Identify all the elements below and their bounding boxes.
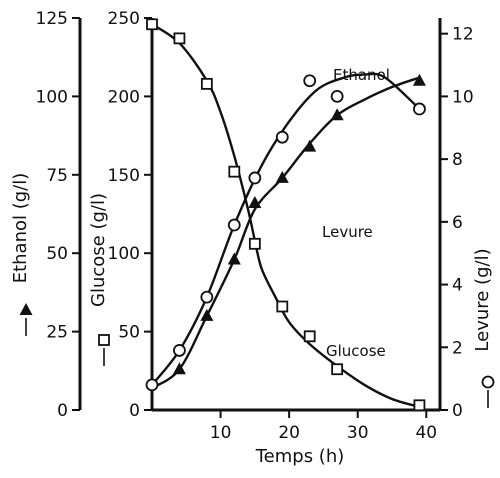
series-markers <box>19 18 495 412</box>
levure-tick-label: 8 <box>452 150 463 170</box>
glucose-tick-label: 150 <box>108 166 140 186</box>
glucose-tick-label: 0 <box>129 401 140 421</box>
glucose-point <box>200 77 213 90</box>
levure-point <box>303 74 317 88</box>
glucose-tick-label: 50 <box>118 323 140 343</box>
levure-tick-label: 12 <box>452 25 474 45</box>
ethanol-axis-title: Ethanol (g/l) <box>10 173 31 284</box>
levure-tick-label: 4 <box>452 276 463 296</box>
glucose-point <box>248 237 261 250</box>
levure-key-marker <box>481 375 495 389</box>
levure-tick-label: 2 <box>452 338 463 358</box>
glucose-point <box>276 300 289 313</box>
glucose-tick-label: 200 <box>108 87 140 107</box>
levure-tick-label: 0 <box>452 401 463 421</box>
glucose-tick-label: 100 <box>108 244 140 264</box>
levure-point <box>200 290 214 304</box>
levure-point <box>173 344 186 357</box>
levure-point <box>330 90 344 103</box>
glucose-point <box>303 330 316 343</box>
ethanol-tick-label: 125 <box>36 9 68 29</box>
ethanol-tick-label: 100 <box>36 87 68 107</box>
ethanol-key-marker <box>19 303 33 315</box>
levure-point <box>275 130 289 144</box>
glucose-series-label: Glucose <box>326 342 386 360</box>
glucose-point <box>228 165 241 178</box>
ethanol-tick-label: 75 <box>46 166 68 186</box>
ethanol-point <box>248 196 262 209</box>
ethanol-tick-label: 50 <box>46 244 68 264</box>
ethanol-point <box>412 73 426 86</box>
x-axis-title: Temps (h) <box>255 446 345 467</box>
levure-curve <box>151 72 421 386</box>
levure-tick-label: 6 <box>452 213 463 233</box>
glucose-axis-title: Glucose (g/l) <box>88 193 109 307</box>
axes <box>25 17 489 418</box>
glucose-point <box>331 363 344 376</box>
levure-point <box>227 218 241 232</box>
glucose-curve <box>151 23 420 409</box>
ethanol-tick-label: 0 <box>57 401 68 421</box>
x-tick-label: 40 <box>415 423 437 443</box>
ethanol-point <box>275 170 289 183</box>
ethanol-series-label: Ethanol <box>333 66 390 84</box>
glucose-key-marker <box>98 334 110 346</box>
ethanol-point <box>330 108 344 121</box>
levure-tick-label: 10 <box>452 87 474 107</box>
ethanol-point <box>303 139 317 152</box>
glucose-point <box>413 399 426 412</box>
levure-series-label: Levure <box>322 223 373 241</box>
ethanol-point <box>227 252 241 265</box>
levure-axis-title: Levure (g/l) <box>472 248 493 351</box>
ethanol-point <box>200 308 214 321</box>
levure-point <box>145 378 159 392</box>
labels: 0 25 50 75 100 125 0 50 100 150 200 250 0 2 4 6 8 10 12 10 2… <box>10 9 493 467</box>
x-tick-label: 20 <box>278 423 300 443</box>
x-tick-label: 30 <box>347 423 369 443</box>
levure-point <box>248 171 262 185</box>
ethanol-tick-label: 25 <box>46 323 68 343</box>
glucose-point <box>146 18 158 31</box>
glucose-point <box>173 32 186 45</box>
x-tick-label: 10 <box>210 423 232 443</box>
glucose-tick-label: 250 <box>108 9 140 29</box>
ethanol-point <box>172 362 186 375</box>
levure-point <box>413 102 426 116</box>
